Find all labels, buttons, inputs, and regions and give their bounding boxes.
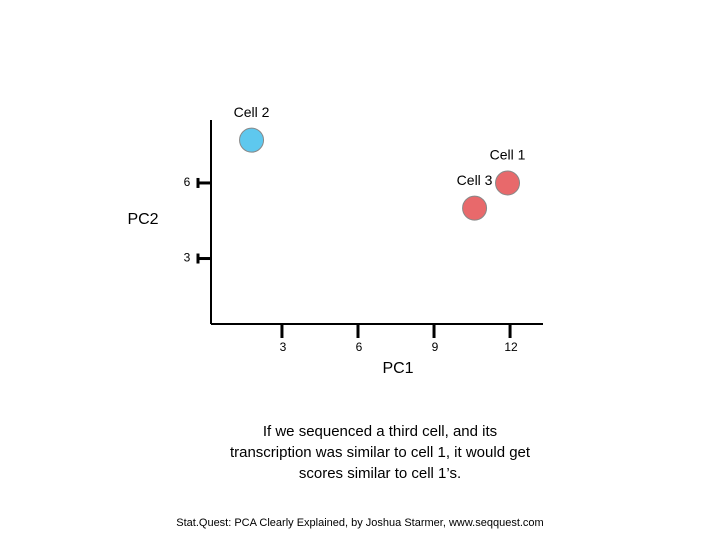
x-tick-label: 9 [432,340,439,354]
point-label: Cell 3 [457,172,493,188]
caption-line: scores similar to cell 1’s. [299,465,461,482]
point [495,170,521,196]
point [462,195,488,221]
point [239,127,265,153]
y-axis-label: PC2 [127,211,158,228]
footer: Stat.Quest: PCA Clearly Explained, by Jo… [176,517,543,529]
point-label: Cell 2 [234,104,270,120]
y-tick-label: 3 [184,251,191,265]
point-label: Cell 1 [490,147,526,163]
caption-line: If we sequenced a third cell, and its [263,423,497,440]
caption-line: transcription was similar to cell 1, it … [230,444,531,461]
x-tick-label: 12 [504,340,518,354]
x-tick-label: 6 [356,340,363,354]
y-tick-label: 6 [184,175,191,189]
x-tick-label: 3 [280,340,287,354]
x-axis-label: PC1 [382,360,413,377]
